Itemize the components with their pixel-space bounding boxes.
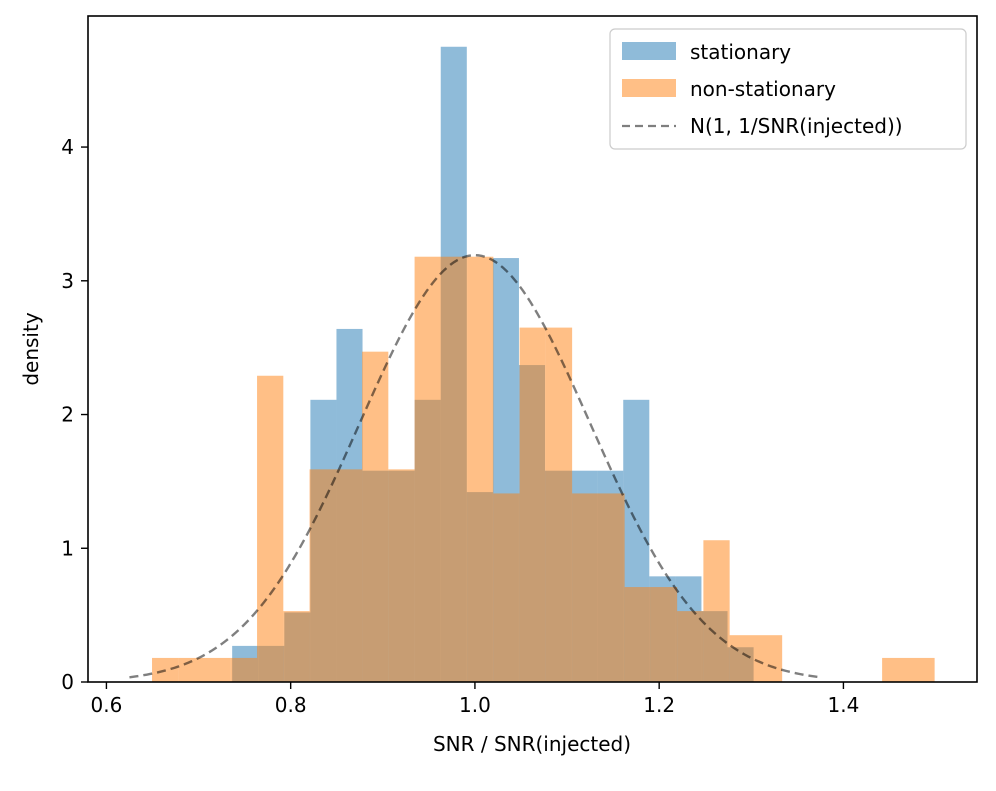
x-tick-label: 0.6 [91, 693, 123, 717]
axes-frame [87, 15, 978, 683]
bar-non-stationary-13 [572, 493, 625, 682]
bar-non-stationary-12 [545, 327, 573, 682]
bar-non-stationary-14 [624, 587, 651, 682]
x-tick-label: 1.4 [828, 693, 860, 717]
bar-non-stationary-5 [309, 469, 363, 682]
legend-box [609, 28, 967, 150]
bar-non-stationary-2 [230, 657, 258, 682]
y-tick-label: 3 [61, 269, 74, 293]
y-tick-label: 4 [61, 135, 74, 159]
normal-curve-layer [129, 253, 821, 679]
legend: stationary non-stationary N(1, 1/SNR(inj… [609, 28, 967, 150]
normal-curve-line [129, 253, 821, 679]
bar-non-stationary-11 [519, 327, 546, 682]
bar-non-stationary-19 [882, 657, 935, 682]
y-axis: 0 1 2 3 4 [61, 135, 88, 694]
y-tick-label: 1 [61, 536, 74, 560]
legend-label-normal-curve: N(1, 1/SNR(injected)) [690, 114, 903, 138]
bar-non-stationary-8 [414, 256, 468, 682]
legend-swatch-stationary [622, 42, 676, 60]
bar-non-stationary-18 [729, 635, 783, 682]
bar-non-stationary-3 [257, 375, 284, 682]
legend-label-stationary: stationary [690, 40, 791, 64]
x-axis: 0.6 0.8 1.0 1.2 1.4 [91, 682, 860, 717]
bar-non-stationary-7 [388, 469, 415, 682]
plot-area [152, 46, 935, 682]
x-tick-label: 1.0 [459, 693, 491, 717]
y-axis-label: density [19, 312, 43, 385]
bar-non-stationary-16 [677, 611, 704, 682]
x-tick-label: 0.8 [275, 693, 307, 717]
bar-non-stationary-15 [650, 587, 678, 682]
bar-non-stationary-9 [467, 256, 494, 682]
bar-non-stationary-6 [362, 351, 389, 682]
legend-swatch-non-stationary [622, 79, 676, 97]
bar-non-stationary-17 [703, 540, 730, 682]
bar-non-stationary-1 [178, 657, 231, 682]
x-tick-label: 1.2 [643, 693, 675, 717]
bar-non-stationary-4 [283, 611, 310, 682]
y-tick-label: 2 [61, 403, 74, 427]
x-axis-label: SNR / SNR(injected) [433, 732, 631, 756]
y-tick-label: 0 [61, 670, 74, 694]
bar-non-stationary-10 [493, 493, 520, 682]
legend-label-non-stationary: non-stationary [690, 77, 836, 101]
